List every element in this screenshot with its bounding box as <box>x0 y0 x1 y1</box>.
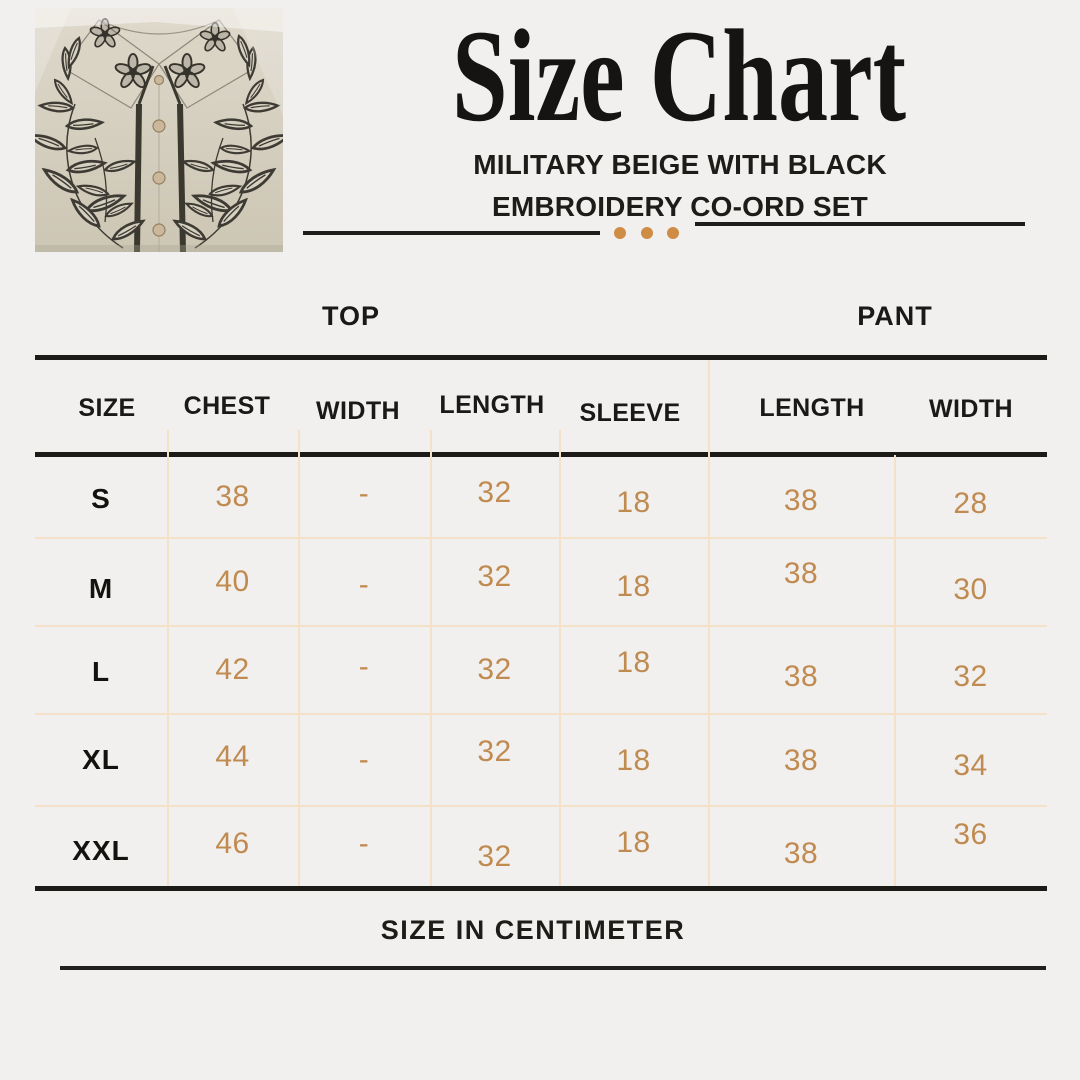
cell-value: 40 <box>215 565 250 598</box>
table-row-xxl: XXL 46 - 32 18 38 36 <box>35 807 1047 886</box>
column-header-width-pant: WIDTH <box>929 395 1013 423</box>
cell-value: 32 <box>477 839 512 873</box>
page-title: Size Chart <box>451 2 907 149</box>
cell-value: 32 <box>953 660 988 693</box>
size-label: L <box>91 656 111 687</box>
unit-note: SIZE IN CENTIMETER <box>380 915 686 945</box>
cell-value: 38 <box>783 557 819 590</box>
cell-value: 38 <box>783 660 819 693</box>
accent-dot <box>614 227 626 239</box>
cell-value: 46 <box>215 826 250 860</box>
cell-value: 30 <box>953 573 988 606</box>
column-header-length-top: LENGTH <box>439 391 545 419</box>
plastic-sheen <box>35 8 283 252</box>
cell-value: 44 <box>215 740 250 773</box>
size-label: XXL <box>72 834 130 866</box>
cell-value: 18 <box>616 486 651 519</box>
subtitle-line-2: EMBROIDERY CO-ORD SET <box>491 191 868 222</box>
cell-value: 18 <box>616 570 651 603</box>
footer-rule <box>60 966 1046 970</box>
table-header-border <box>35 452 1047 457</box>
cell-value: 36 <box>953 817 988 851</box>
cell-value: 18 <box>616 646 651 679</box>
size-label: S <box>91 483 111 514</box>
grid-line-vertical <box>298 430 300 886</box>
cell-value: 38 <box>783 484 819 517</box>
cell-value: 18 <box>616 825 651 859</box>
embroidery-vine-left <box>35 36 145 249</box>
cell-value: 18 <box>616 744 651 777</box>
cell-value: 34 <box>953 749 988 782</box>
size-table-body: S 38 - 32 18 38 28 M 40 - 32 18 38 30 L … <box>35 457 1047 886</box>
grid-line-vertical <box>894 455 896 886</box>
table-top-border <box>35 355 1047 360</box>
divider-line-right <box>695 222 1025 226</box>
cell-value: 32 <box>477 476 512 509</box>
grid-line-top-pant-divider <box>708 360 710 886</box>
table-row-m: M 40 - 32 18 38 30 <box>35 539 1047 627</box>
column-header-chest: CHEST <box>183 392 271 420</box>
table-bottom-border <box>35 886 1047 891</box>
accent-dot <box>641 227 653 239</box>
subtitle-line-1: MILITARY BEIGE WITH BLACK <box>473 149 887 180</box>
table-row-l: L 42 - 32 18 38 32 <box>35 627 1047 715</box>
cell-value: - <box>358 650 370 683</box>
grid-line-vertical <box>430 430 432 886</box>
cell-value: - <box>358 743 370 776</box>
product-photo <box>35 8 283 252</box>
table-row-xl: XL 44 - 32 18 38 34 <box>35 715 1047 807</box>
column-header-sleeve: SLEEVE <box>579 399 681 427</box>
group-header-top: TOP <box>321 301 380 331</box>
accent-dot <box>667 227 679 239</box>
embroidery-vine-right <box>173 34 283 249</box>
shirt-buttons <box>152 74 166 237</box>
grid-line-vertical <box>559 430 561 886</box>
cell-value: 38 <box>783 836 819 870</box>
cell-value: - <box>358 826 370 860</box>
cell-value: 38 <box>215 480 250 513</box>
grid-line-vertical <box>167 430 169 886</box>
table-row-s: S 38 - 32 18 38 28 <box>35 457 1047 539</box>
column-header-width-top: WIDTH <box>316 397 400 425</box>
cell-value: 32 <box>477 735 512 768</box>
size-label: M <box>88 573 114 604</box>
divider-line-left <box>303 231 600 235</box>
column-header-size: SIZE <box>78 394 136 422</box>
column-header-length-pant: LENGTH <box>759 394 865 422</box>
cell-value: 38 <box>783 744 819 777</box>
cell-value: 32 <box>477 653 512 686</box>
group-header-pant: PANT <box>857 301 933 331</box>
cell-value: 28 <box>953 487 988 520</box>
size-label: XL <box>82 744 120 775</box>
cell-value: 42 <box>215 653 250 686</box>
cell-value: 32 <box>477 560 512 593</box>
cell-value: - <box>358 568 370 601</box>
product-subtitle: MILITARY BEIGE WITH BLACK EMBROIDERY CO-… <box>340 144 1020 228</box>
cell-value: - <box>358 477 370 510</box>
